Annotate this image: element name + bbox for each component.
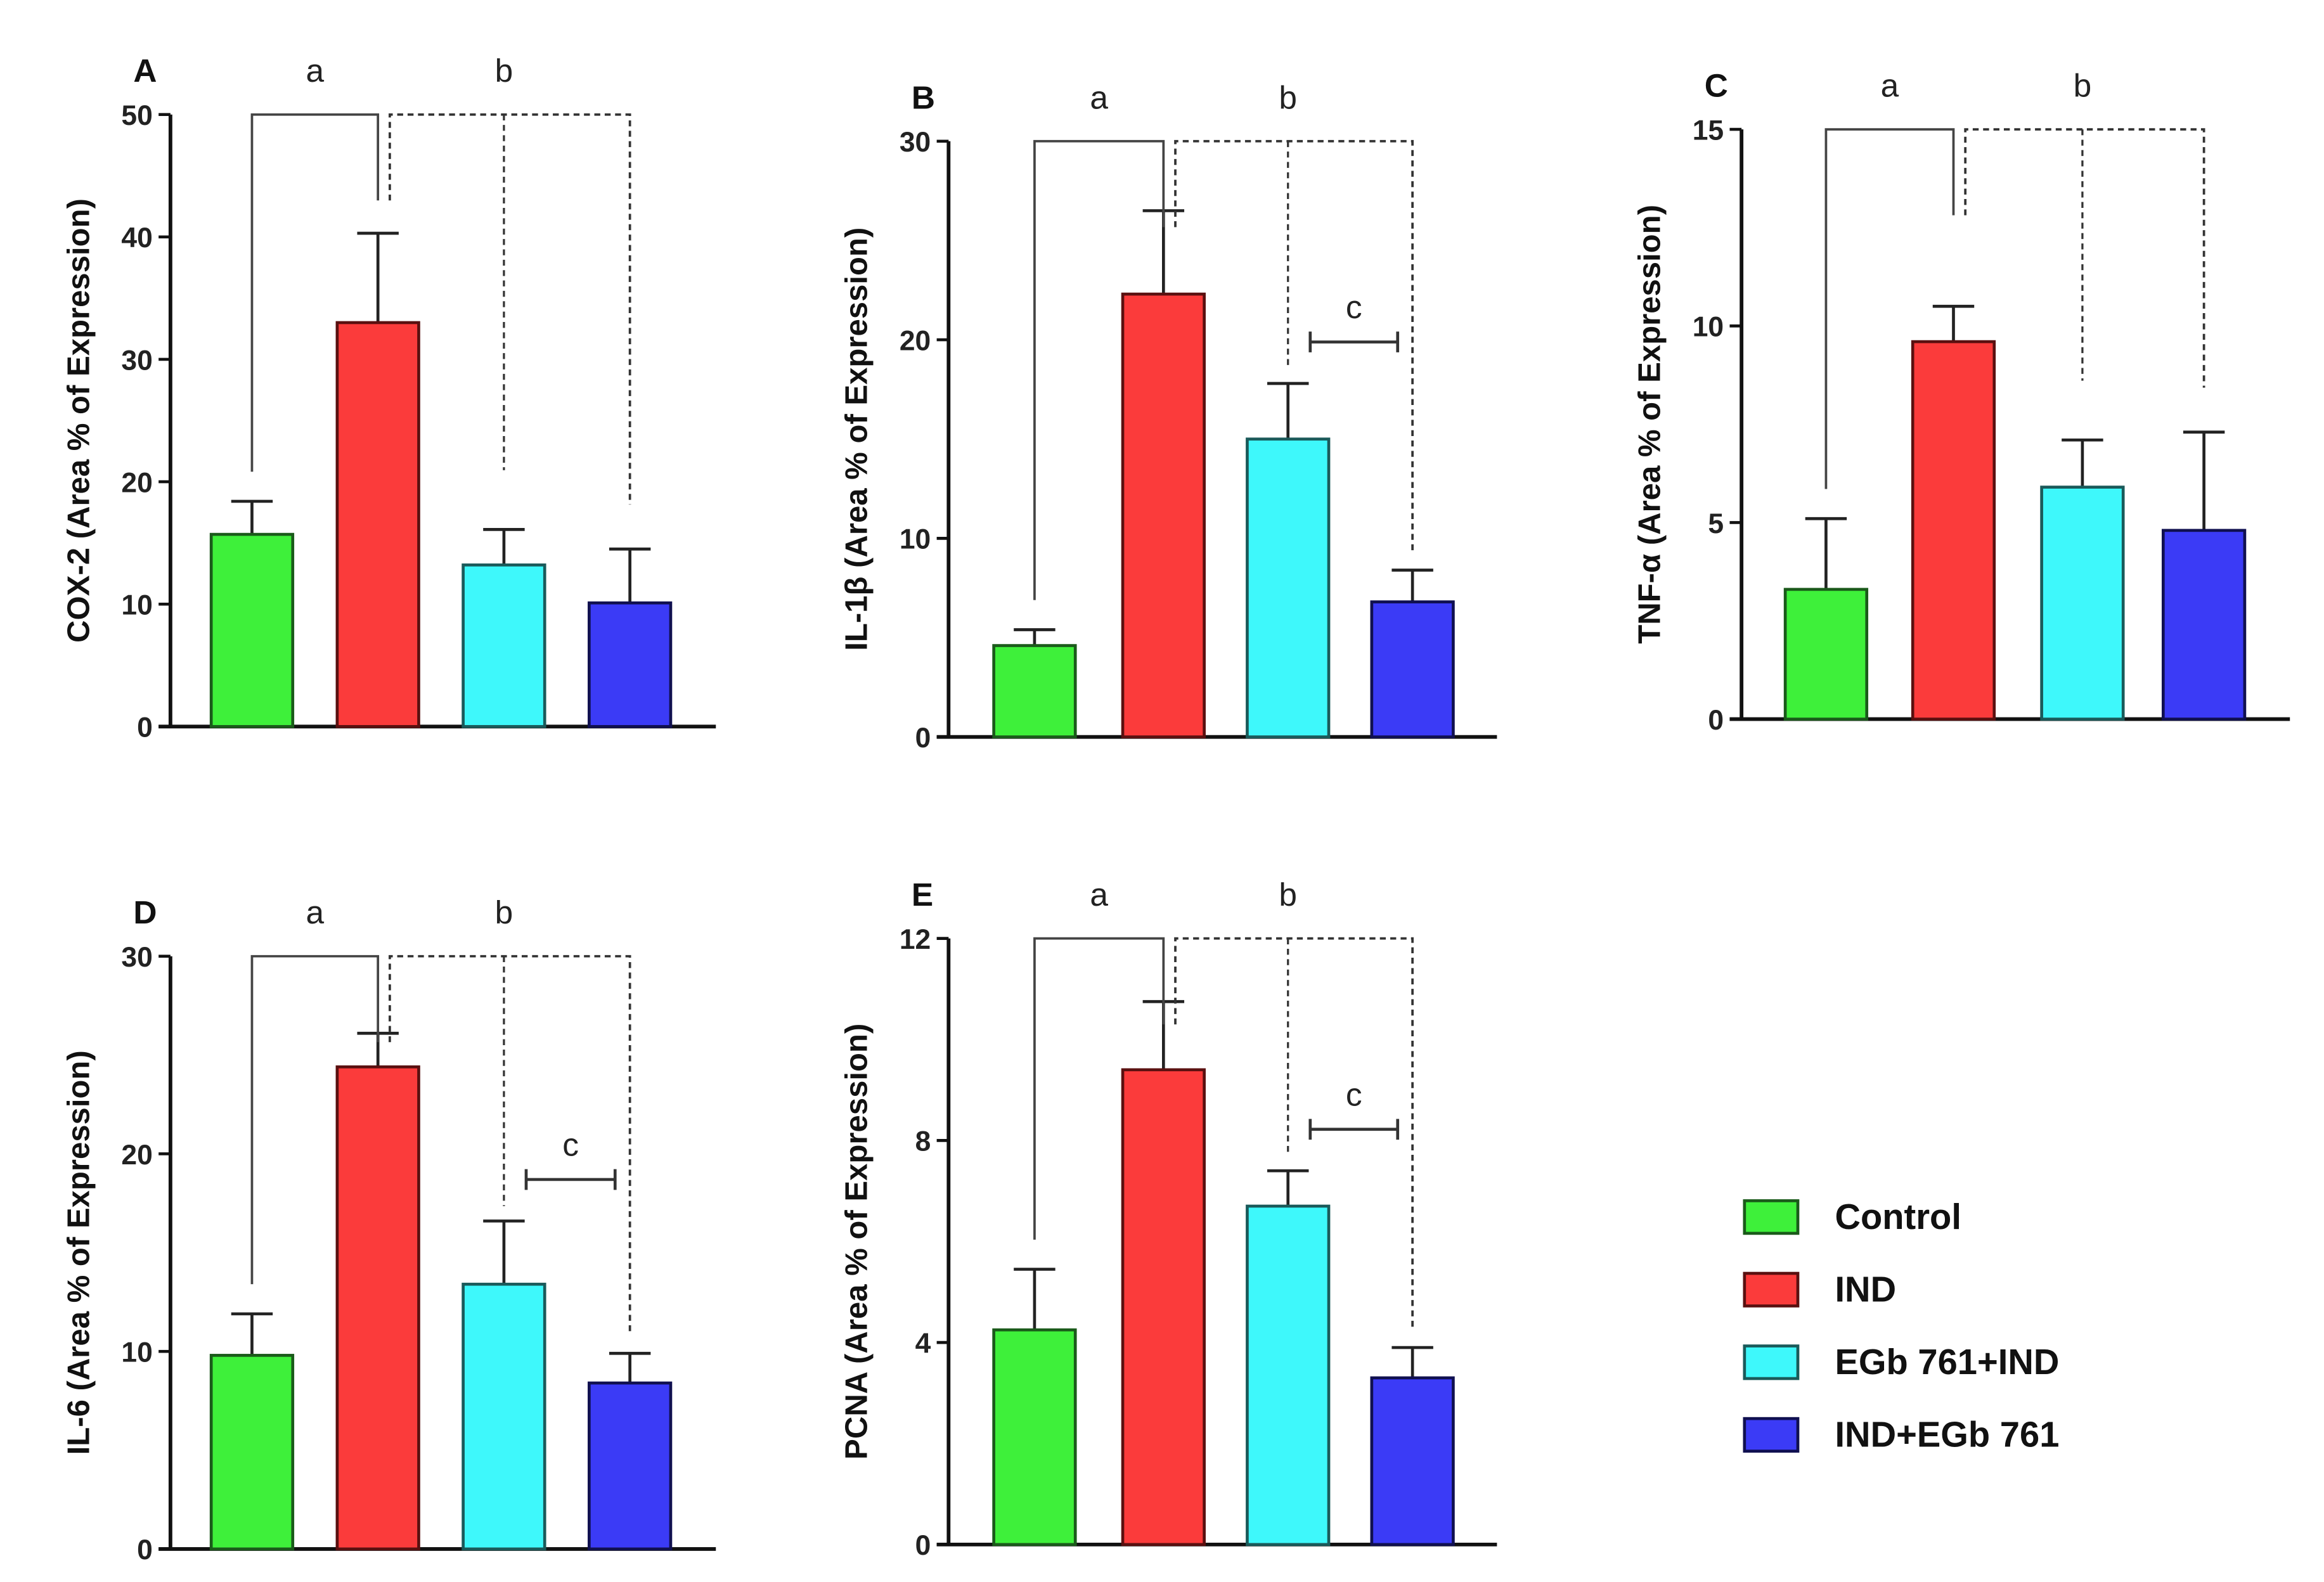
significance-bracket-c xyxy=(1308,331,1400,352)
bar-ind xyxy=(1121,1068,1206,1547)
y-axis-label: TNF-α (Area % of Expression) xyxy=(1633,205,1667,644)
legend-label: Control xyxy=(1835,1197,1961,1237)
legend-label: EGb 761+IND xyxy=(1835,1342,2059,1382)
significance-label-a: a xyxy=(1881,67,1899,104)
y-tick-label: 10 xyxy=(900,524,931,555)
significance-label-b: b xyxy=(2074,67,2092,104)
y-tick-label: 0 xyxy=(1708,705,1724,736)
panel-A: A 0 10 20 30 40 50 COX-2 (Area % of Expression)… xyxy=(61,52,716,743)
panel-label: A xyxy=(133,52,157,89)
y-axis-label: IL-1β (Area % of Expression) xyxy=(840,228,874,651)
significance-bracket-b xyxy=(1964,128,2205,388)
significance-bracket-a xyxy=(1033,937,1165,1240)
legend-label: IND+EGb 761 xyxy=(1835,1415,2059,1455)
bar-egb-761-ind xyxy=(462,563,546,728)
y-tick-label: 10 xyxy=(1693,312,1724,343)
bar-ind-egb-761 xyxy=(1370,1376,1455,1547)
panel-label: C xyxy=(1705,67,1728,104)
bar-control xyxy=(209,1354,295,1551)
y-tick-label: 12 xyxy=(900,924,931,955)
y-tick-label: 20 xyxy=(121,1140,152,1171)
bar-ind-egb-761 xyxy=(588,1381,673,1551)
y-tick-label: 8 xyxy=(915,1126,931,1157)
bar-control xyxy=(1783,588,1869,721)
panel-C: C 0 5 10 15 TNF-α (Area % of Expression) a b xyxy=(1633,67,2290,736)
significance-label-c: c xyxy=(1346,1076,1362,1112)
bar-egb-761-ind xyxy=(1246,1204,1331,1547)
y-tick-label: 5 xyxy=(1708,508,1724,539)
y-tick-label: 15 xyxy=(1693,115,1724,146)
y-tick-label: 0 xyxy=(915,723,931,754)
significance-bracket-a xyxy=(250,113,380,472)
significance-label-b: b xyxy=(1279,876,1297,913)
significance-label-a: a xyxy=(1090,876,1108,913)
significance-label-a: a xyxy=(306,52,325,89)
significance-label-b: b xyxy=(495,52,513,89)
panel-B: B 0 10 20 30 IL-1β (Area % of Expression) a b c xyxy=(840,79,1497,754)
bar-ind-egb-761 xyxy=(2161,529,2247,721)
significance-bracket-b xyxy=(389,113,631,505)
significance-label-c: c xyxy=(562,1126,579,1163)
y-tick-label: 20 xyxy=(121,467,152,498)
significance-label-c: c xyxy=(1346,288,1362,325)
y-tick-label: 0 xyxy=(137,712,153,743)
y-tick-label: 30 xyxy=(121,942,152,973)
bar-egb-761-ind xyxy=(2040,486,2125,721)
panel-label: B xyxy=(912,79,935,115)
legend-label: IND xyxy=(1835,1269,1896,1309)
significance-bracket-c xyxy=(524,1169,617,1190)
y-tick-label: 30 xyxy=(900,127,931,158)
significance-label-a: a xyxy=(306,894,325,930)
significance-bracket-b xyxy=(389,955,631,1336)
panel-label: D xyxy=(133,894,157,930)
legend-swatch xyxy=(1743,1271,1800,1308)
legend-swatch xyxy=(1743,1199,1800,1235)
legend-swatch xyxy=(1743,1344,1800,1380)
y-tick-label: 10 xyxy=(121,1337,152,1368)
bar-ind xyxy=(1121,292,1206,739)
legend-swatch xyxy=(1743,1417,1800,1453)
bar-control xyxy=(992,644,1077,739)
bar-ind xyxy=(1911,340,1996,721)
y-tick-label: 40 xyxy=(121,222,152,254)
significance-bracket-a xyxy=(250,955,380,1285)
y-axis-label: PCNA (Area % of Expression) xyxy=(840,1024,874,1460)
significance-bracket-a xyxy=(1033,139,1165,600)
bar-egb-761-ind xyxy=(462,1282,546,1551)
y-tick-label: 0 xyxy=(137,1534,153,1566)
y-tick-label: 10 xyxy=(121,590,152,621)
y-tick-label: 0 xyxy=(915,1530,931,1561)
bar-ind-egb-761 xyxy=(588,601,673,728)
significance-bracket-b xyxy=(1174,937,1414,1330)
panel-label: E xyxy=(912,876,933,913)
bar-ind-egb-761 xyxy=(1370,600,1455,739)
significance-bracket-b xyxy=(1174,139,1414,553)
significance-bracket-c xyxy=(1308,1119,1400,1140)
significance-bracket-a xyxy=(1824,128,1955,489)
y-tick-label: 4 xyxy=(915,1328,931,1359)
significance-label-b: b xyxy=(495,894,513,930)
significance-label-b: b xyxy=(1279,79,1297,115)
bar-control xyxy=(992,1328,1077,1547)
y-axis-label: IL-6 (Area % of Expression) xyxy=(61,1050,96,1455)
bar-ind xyxy=(335,1065,420,1551)
panel-D: D 0 10 20 30 IL-6 (Area % of Expression) a b c xyxy=(61,894,716,1566)
bar-control xyxy=(209,532,295,728)
bar-ind xyxy=(335,321,420,728)
y-tick-label: 30 xyxy=(121,345,152,376)
legend: Control IND EGb 761+IND IND+EGb 761 xyxy=(1743,1197,2059,1455)
significance-label-a: a xyxy=(1090,79,1108,115)
y-axis-label: COX-2 (Area % of Expression) xyxy=(61,198,96,643)
bar-egb-761-ind xyxy=(1246,437,1331,739)
y-tick-label: 50 xyxy=(121,100,152,131)
panel-E: E 0 4 8 12 PCNA (Area % of Expression) a b c xyxy=(840,876,1497,1561)
y-tick-label: 20 xyxy=(900,325,931,356)
